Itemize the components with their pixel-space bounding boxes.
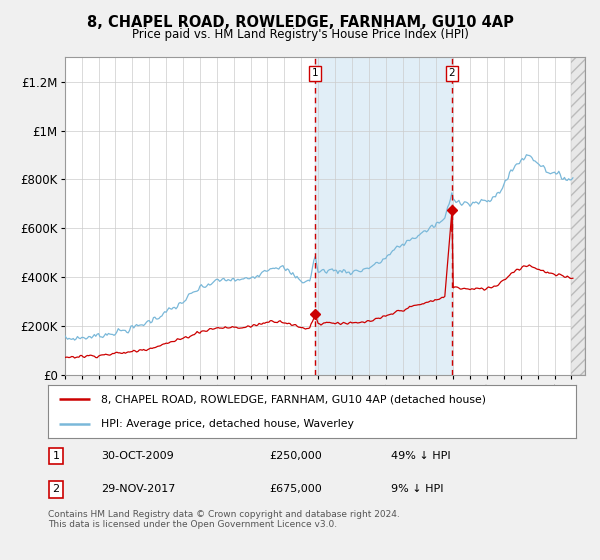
Text: 29-NOV-2017: 29-NOV-2017	[101, 484, 175, 494]
Text: 8, CHAPEL ROAD, ROWLEDGE, FARNHAM, GU10 4AP (detached house): 8, CHAPEL ROAD, ROWLEDGE, FARNHAM, GU10 …	[101, 394, 486, 404]
Text: 30-OCT-2009: 30-OCT-2009	[101, 451, 173, 461]
Text: 8, CHAPEL ROAD, ROWLEDGE, FARNHAM, GU10 4AP: 8, CHAPEL ROAD, ROWLEDGE, FARNHAM, GU10 …	[86, 15, 514, 30]
Text: 9% ↓ HPI: 9% ↓ HPI	[391, 484, 444, 494]
Text: 49% ↓ HPI: 49% ↓ HPI	[391, 451, 451, 461]
Text: £250,000: £250,000	[270, 451, 323, 461]
Text: 2: 2	[449, 68, 455, 78]
Polygon shape	[571, 57, 585, 375]
Text: Price paid vs. HM Land Registry's House Price Index (HPI): Price paid vs. HM Land Registry's House …	[131, 28, 469, 41]
Text: HPI: Average price, detached house, Waverley: HPI: Average price, detached house, Wave…	[101, 418, 353, 428]
Bar	[315, 57, 452, 375]
Text: £675,000: £675,000	[270, 484, 323, 494]
Text: 1: 1	[52, 451, 59, 461]
Text: 1: 1	[312, 68, 319, 78]
Text: 2: 2	[52, 484, 59, 494]
Text: Contains HM Land Registry data © Crown copyright and database right 2024.
This d: Contains HM Land Registry data © Crown c…	[48, 510, 400, 529]
